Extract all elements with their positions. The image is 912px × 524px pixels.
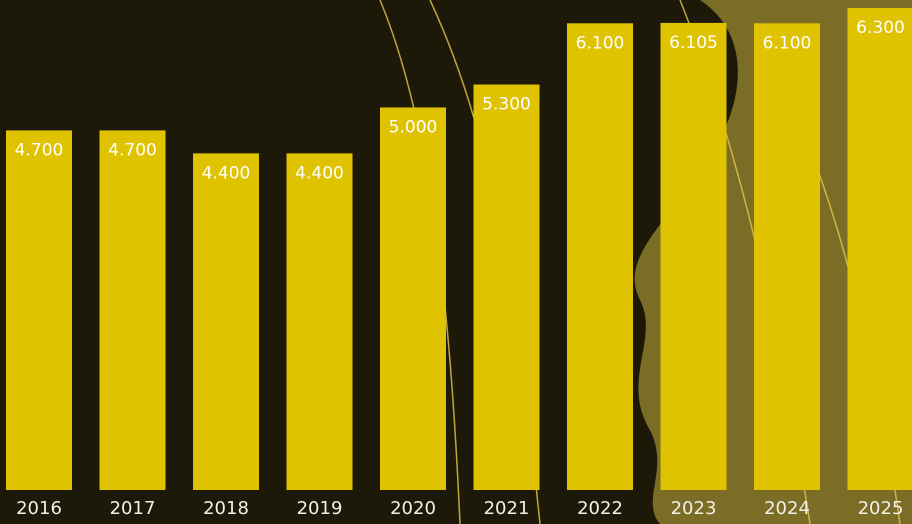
x-tick-label: 2018	[203, 498, 249, 519]
value-label: 4.400	[202, 163, 251, 183]
x-tick-label: 2019	[297, 498, 343, 519]
value-label: 6.105	[669, 33, 718, 53]
bar	[380, 107, 446, 490]
x-tick-label: 2016	[16, 498, 62, 519]
value-label: 4.400	[295, 163, 344, 183]
value-label: 5.300	[482, 95, 531, 115]
bar	[193, 153, 259, 490]
bar	[473, 84, 540, 490]
bar	[567, 23, 633, 491]
bar	[754, 23, 820, 491]
bar	[99, 130, 166, 490]
x-tick-label: 2021	[484, 498, 530, 519]
value-label: 6.300	[856, 18, 905, 38]
x-tick-label: 2023	[671, 498, 717, 519]
x-tick-label: 2024	[764, 498, 810, 519]
x-tick-label: 2020	[390, 498, 436, 519]
value-label: 4.700	[15, 140, 64, 160]
bar	[6, 130, 72, 490]
bar	[660, 22, 727, 491]
x-tick-label: 2017	[110, 498, 156, 519]
bar	[847, 8, 912, 490]
x-tick-label: 2022	[577, 498, 623, 519]
value-label: 6.100	[576, 33, 625, 53]
bar	[286, 153, 353, 490]
value-label: 6.100	[763, 33, 812, 53]
plot-area: 4.700 2016 4.700 2017 4.400 2018 4.400 2019 5.00…	[6, 8, 912, 519]
value-label: 4.700	[108, 140, 157, 160]
value-label: 5.000	[389, 117, 438, 137]
x-tick-label: 2025	[858, 498, 904, 519]
